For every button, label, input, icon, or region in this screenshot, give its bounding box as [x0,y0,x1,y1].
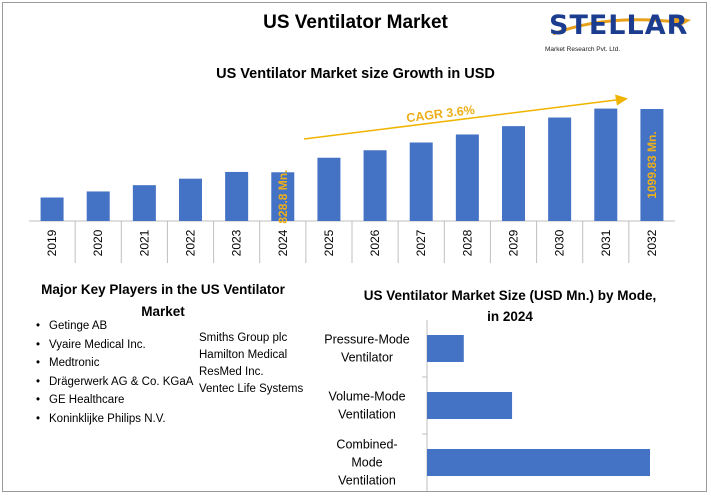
mode-category-label: Combined- [336,438,397,452]
bar-2023 [225,171,249,221]
bar-2025 [317,157,341,221]
mode-bar [427,449,650,476]
mode-category-label: Ventilator [341,351,393,365]
data-label: 1099.83 Mn. [645,131,659,198]
key-player-item: Drägerwerk AG & Co. KGaA [36,373,199,392]
bar-2024 [271,172,295,221]
growth-bar-chart: 2019 2020 2021 2022 2023 2024 2025 2026 2027 2028… [29,94,675,263]
x-tick-label: 2025 [322,229,336,256]
key-player-item: Ventec Life Systems [199,383,304,395]
x-tick-label: 2023 [230,229,244,256]
bar-2020 [86,191,110,221]
key-player-item: ResMed Inc. [199,366,264,378]
bar-2030 [548,117,572,221]
page-title: US Ventilator Market [263,12,448,33]
x-tick-label: 2031 [599,229,613,256]
growth-chart-title: US Ventilator Market size Growth in USD [216,66,495,82]
logo-wordmark: STELLAR [549,10,689,41]
key-player-item: Hamilton Medical [199,349,288,361]
bar-2027 [409,142,433,221]
bar-2022 [179,178,202,221]
mode-category-label: Volume-Mode [328,390,405,404]
key-player-item: Koninklijke Philips N.V. [36,410,199,429]
x-tick-label: 2022 [184,229,198,256]
logo-tagline: Market Research Pvt. Ltd. [545,46,621,53]
key-players-list-secondary: Smiths Group plc Hamilton Medical ResMed I… [199,330,303,398]
bar-2021 [132,185,156,221]
key-player-item: Smiths Group plc [199,332,288,344]
mode-category-label: Mode [351,456,382,470]
x-tick-label: 2029 [507,229,521,256]
cagr-arrow-line [303,99,617,140]
bar-2031 [594,108,618,221]
key-player-item: Medtronic [36,354,199,373]
key-players-list: Getinge ABVyaire Medical Inc.MedtronicDr… [36,317,199,428]
cagr-arrow-head-icon [615,94,628,106]
key-player-item: Getinge AB [36,317,199,336]
mode-chart-title: US Ventilator Market Size (USD Mn.) by M… [363,288,657,324]
x-tick-label: 2026 [368,229,382,256]
x-tick-label: 2024 [276,229,290,256]
x-tick-label: 2021 [137,229,151,256]
x-tick-label: 2027 [414,229,428,256]
x-tick-label: 2030 [553,229,567,256]
mode-bar [427,392,513,419]
mode-category-label: Pressure-Mode [324,333,409,347]
x-tick-label: 2028 [460,229,474,256]
data-label: 828.8 Mn. [276,170,290,224]
mode-bar [427,335,464,362]
x-tick-label: 2019 [45,229,59,256]
x-tick-label: 2032 [645,229,659,256]
mode-category-label: Ventilation [338,474,396,488]
key-player-item: GE Healthcare [36,391,199,410]
bar-2028 [455,134,479,221]
key-players-title: Major Key Players in the US Ventilator M… [41,282,285,319]
logo-swoosh-icon [552,15,691,36]
infographic-frame [2,2,707,492]
x-tick-label: 2020 [91,229,105,256]
key-player-item: Vyaire Medical Inc. [36,336,199,355]
company-logo: STELLAR Market Research Pvt. Ltd. [545,6,695,56]
bar-2032 [640,109,664,221]
bar-2026 [363,150,387,221]
bar-2029 [502,126,525,221]
mode-category-label: Ventilation [338,408,396,422]
bar-2019 [40,197,64,221]
